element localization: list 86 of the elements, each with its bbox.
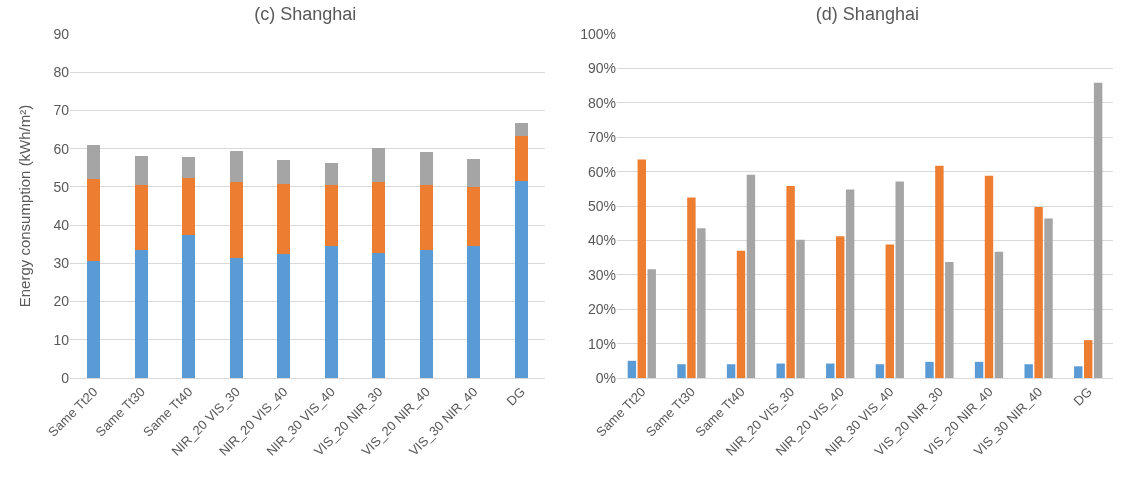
bar: [87, 144, 101, 180]
x-tick-label: DG: [503, 384, 528, 409]
bar: [845, 189, 855, 378]
bar: [229, 151, 243, 182]
bar: [994, 251, 1004, 378]
bar: [87, 260, 101, 378]
bar: [895, 181, 904, 378]
bar: [875, 364, 885, 378]
bar: [697, 228, 706, 378]
bar: [514, 123, 528, 137]
bar: [647, 269, 656, 378]
bar: [1083, 340, 1093, 378]
y-tick-label: 50: [53, 178, 70, 195]
bar: [984, 175, 994, 378]
y-tick-label: 10%: [587, 335, 616, 352]
bar: [324, 162, 338, 186]
bar: [229, 181, 243, 259]
bar: [467, 245, 481, 378]
bar: [182, 157, 196, 179]
bar: [87, 179, 101, 261]
bar: [514, 136, 528, 181]
bar: [182, 178, 196, 235]
bar: [134, 184, 148, 250]
bar: [796, 239, 805, 378]
bar: [134, 249, 148, 378]
bar: [324, 185, 338, 247]
bar: [776, 363, 785, 378]
bar: [277, 184, 291, 255]
bar: [885, 244, 895, 378]
y-tick-label: 30%: [587, 266, 616, 283]
chart-title: (c) Shanghai: [254, 3, 357, 24]
y-tick-label: 90: [53, 25, 70, 42]
y-tick-label: 80: [53, 64, 70, 81]
bar: [467, 158, 481, 187]
y-tick-label: 40%: [587, 232, 616, 249]
bar: [1093, 82, 1103, 378]
bar: [746, 174, 756, 378]
bar: [925, 361, 934, 378]
y-tick-label: 70%: [587, 129, 616, 146]
bar: [467, 186, 481, 246]
bar: [726, 364, 736, 378]
y-tick-label: 40: [53, 217, 70, 234]
bar: [627, 360, 637, 378]
y-tick-label: 60: [53, 140, 70, 157]
bar: [229, 258, 243, 378]
y-tick-label: 30: [53, 255, 70, 272]
x-tick-label: DG: [1070, 384, 1095, 409]
bar: [324, 246, 338, 378]
y-tick-label: 20%: [587, 301, 616, 318]
bar: [419, 151, 433, 185]
bar: [786, 186, 795, 378]
y-tick-label: 90%: [587, 60, 616, 77]
bar: [974, 361, 984, 378]
y-tick-label: 70: [53, 102, 70, 119]
y-tick-label: 50%: [587, 197, 616, 214]
y-tick-label: 60%: [587, 163, 616, 180]
bar: [677, 364, 686, 378]
y-tick-label: 20: [53, 293, 70, 310]
y-tick-label: 10: [53, 331, 70, 348]
bar: [1074, 366, 1083, 378]
bar: [134, 155, 148, 185]
bar: [514, 180, 528, 378]
bar: [945, 262, 954, 378]
y-tick-label: 80%: [587, 94, 616, 111]
bar: [1044, 218, 1053, 378]
bar: [826, 363, 835, 378]
bar: [736, 250, 746, 378]
bar: [277, 254, 291, 378]
bar: [277, 160, 291, 185]
y-tick-label: 100%: [580, 25, 616, 42]
chart-title: (d) Shanghai: [815, 3, 919, 24]
bar: [372, 181, 386, 254]
bar: [372, 253, 386, 378]
y-tick-label: 0%: [595, 369, 616, 386]
bar: [182, 234, 196, 378]
bar: [835, 236, 845, 378]
bar: [637, 159, 647, 378]
bar: [687, 197, 696, 378]
bar: [1024, 364, 1033, 378]
bar: [935, 165, 944, 378]
bar: [419, 249, 433, 378]
bar: [419, 184, 433, 250]
bar: [372, 147, 386, 182]
bar: [1034, 207, 1043, 378]
y-axis-title: Energy consumption (kWh/m²): [16, 104, 33, 308]
y-tick-label: 0: [61, 369, 70, 386]
